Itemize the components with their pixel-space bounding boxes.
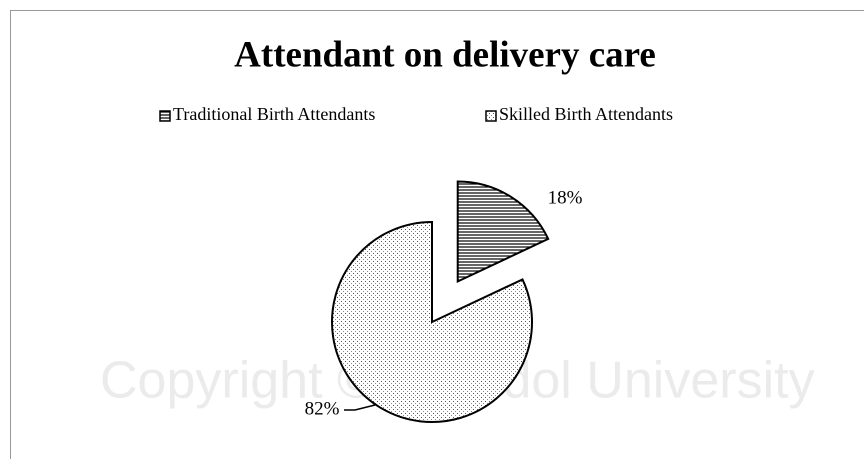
data-label: 18% — [548, 187, 583, 208]
legend-swatch — [159, 110, 171, 122]
chart-title: Attendant on delivery care — [234, 34, 656, 75]
pie-slice — [456, 180, 550, 284]
data-label: 82% — [305, 398, 340, 419]
pie-slice — [331, 220, 533, 423]
legend-label: Traditional Birth Attendants — [173, 104, 375, 124]
pie: 18% 82% — [305, 180, 583, 423]
legend-label: Skilled Birth Attendants — [499, 104, 673, 124]
legend: Traditional Birth Attendants Skilled Birt… — [159, 104, 673, 124]
legend-swatch — [485, 110, 497, 122]
leader-line — [344, 404, 376, 411]
